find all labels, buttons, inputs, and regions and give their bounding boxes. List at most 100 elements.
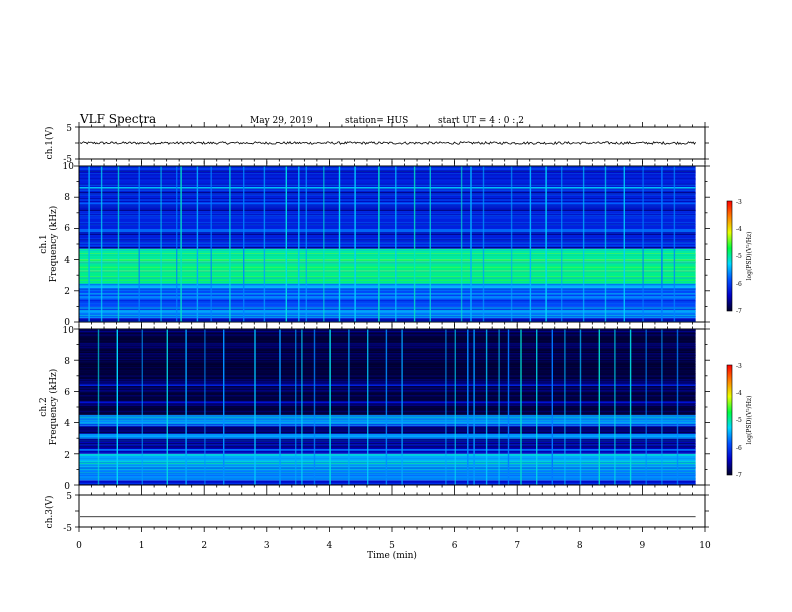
ch2-texture-line (79, 445, 696, 447)
ch2-texture-line (79, 472, 696, 474)
ch2-sferic-15 (385, 329, 388, 485)
ch2-sferic-26 (551, 329, 553, 485)
ch1-texture-line (79, 239, 696, 241)
xtick-7: 7 (514, 541, 520, 551)
xtick-9: 9 (640, 541, 646, 551)
ch2-texture-line (79, 466, 696, 467)
ch1-colorbar-tick-m4: -4 (736, 226, 742, 233)
ch2-freq-tick-10: 10 (63, 326, 75, 336)
ch1-ylabel: ch.1(V) (44, 127, 55, 160)
ch1-texture-line (79, 224, 696, 226)
ch1-texture-line (79, 213, 696, 215)
ch2-texture-line (79, 388, 696, 390)
ch2-texture-line (79, 366, 696, 367)
ch1-sferic-8 (210, 166, 212, 322)
ch2-texture-line (79, 338, 696, 340)
ch1-texture-line (79, 233, 696, 235)
ch2-texture-line (79, 356, 696, 358)
ch1-sferic-30 (604, 166, 607, 322)
ch1-texture-line (79, 284, 696, 286)
ch1-texture-line (79, 174, 696, 176)
ch1-texture-line (79, 256, 696, 258)
ch1-texture-line (79, 238, 696, 240)
ch1-sferic-7 (196, 166, 199, 322)
ch2-texture-line (79, 428, 696, 429)
ch1-texture-line (79, 286, 696, 288)
ch2-texture-line (79, 352, 696, 354)
ch2-texture-line (79, 469, 696, 470)
ch1-spectrogram-image (79, 166, 696, 322)
ch1-texture-line (79, 211, 696, 213)
ch1-texture-line (79, 320, 696, 322)
ch1-texture-line (79, 192, 696, 194)
ch2-texture-line (79, 348, 696, 349)
ch2-freq-tick-2: 2 (64, 451, 70, 461)
time-axis-labels: 0 1 2 3 4 5 6 7 8 9 10 Time (min) (76, 541, 711, 561)
ch1-texture-line (79, 315, 696, 317)
ch2-texture-line (79, 413, 696, 415)
ch2-sferic-23 (507, 329, 510, 485)
ch2-texture-line (79, 360, 696, 362)
ch1-texture-line (79, 183, 696, 185)
ch2-texture-line (79, 338, 696, 339)
ch2-texture-line (79, 471, 696, 473)
ch1-texture-line (79, 210, 696, 211)
ch1-sferic-22 (460, 166, 463, 322)
ch2-texture-line (79, 398, 696, 400)
ch1-texture-line (79, 208, 696, 209)
ch1-texture-line (79, 314, 696, 316)
ch2-texture-line (79, 394, 696, 395)
ch2-texture-line (79, 379, 696, 381)
ch2-texture-line (79, 474, 696, 475)
ch2-colorbar-label: log(PSD)(V²/Hz) (746, 396, 753, 445)
ch1-texture-line (79, 263, 696, 264)
ch2-texture-line (79, 417, 696, 419)
ch2-texture-line (79, 406, 696, 408)
ch1-waveform-panel: 5 -5 ch.1(V) (44, 124, 706, 165)
ch1-texture-line (79, 167, 696, 169)
ch1-sferic-18 (378, 166, 380, 322)
ch1-texture-line (79, 289, 696, 291)
ch2-sferic-28 (579, 329, 582, 485)
ch2-sferic-4 (185, 329, 187, 485)
ch3-ylabel: ch.3(V) (44, 496, 55, 529)
ch2-texture-line (79, 346, 696, 347)
ch1-spec-ylabel-channel: ch.1 (39, 234, 49, 253)
ch2-texture-line (79, 395, 696, 397)
ch2-texture-line (79, 382, 696, 384)
ch1-texture-line (79, 177, 696, 179)
ch2-sferic-22 (498, 329, 500, 485)
ch2-sferic-6 (223, 329, 225, 485)
ch2-sferic-20 (473, 329, 475, 485)
ch1-sferic-4 (160, 166, 162, 322)
ch1-colorbar-tick-m7: -7 (736, 308, 742, 315)
ch2-sferic-29 (598, 329, 600, 485)
ch2-band-0 (79, 480, 696, 485)
ch1-texture-line (79, 239, 696, 240)
ch2-sferic-24 (520, 329, 522, 485)
ch2-texture-line (79, 361, 696, 362)
ch2-sferic-11 (313, 329, 316, 485)
ch1-texture-line (79, 316, 696, 317)
ch1-texture-line (79, 191, 696, 193)
ch1-colorbar-tick-m6: -6 (736, 281, 742, 288)
ch2-texture-line (79, 416, 696, 418)
ch1-texture-line (79, 314, 696, 316)
ch2-texture-line (79, 392, 696, 393)
ch1-texture-line (79, 262, 696, 263)
ch1-texture-line (79, 197, 696, 199)
ch2-texture-line (79, 345, 696, 346)
ch2-texture-line (79, 443, 696, 444)
start-time-label: start UT = 4 : 0 : 2 (438, 116, 524, 126)
ch1-texture-line (79, 246, 696, 248)
ch2-texture-line (79, 364, 696, 365)
ch1-texture-line (79, 268, 696, 269)
ch2-colorbar-gradient (726, 364, 733, 476)
ch1-texture-line (79, 168, 696, 170)
ch2-texture-line (79, 391, 696, 393)
ch2-texture-line (79, 419, 696, 421)
ch1-sferic-10 (243, 166, 245, 322)
ch1-texture-line (79, 288, 696, 289)
ch2-texture-line (79, 339, 696, 341)
ch1-texture-line (79, 245, 696, 247)
